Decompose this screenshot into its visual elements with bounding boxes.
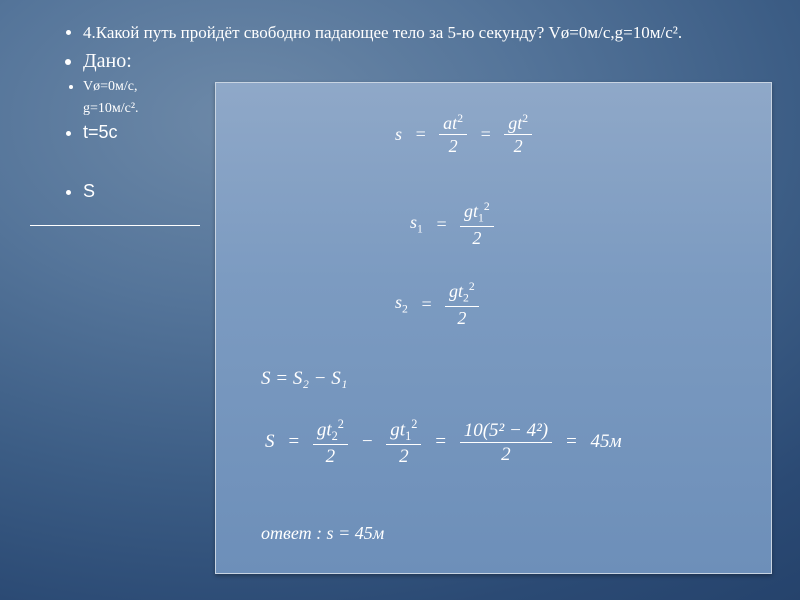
question-text: 4.Какой путь пройдёт свободно падающее т… xyxy=(83,22,765,43)
den-2fb: 2 xyxy=(386,445,421,466)
den-2fa: 2 xyxy=(313,445,348,466)
num-gt: gt xyxy=(508,113,522,133)
num-at: at xyxy=(443,113,457,133)
den-2a: 2 xyxy=(439,135,467,155)
num-gt2: gt xyxy=(449,281,463,301)
sym-s1: s xyxy=(410,212,417,232)
slide: 4.Какой путь пройдёт свободно падающее т… xyxy=(0,0,800,600)
num-gt1: gt xyxy=(464,201,478,221)
sup-1f: 2 xyxy=(411,417,417,431)
result-45: 45м xyxy=(590,431,621,453)
divider-line xyxy=(30,225,200,226)
den-s2: 2 xyxy=(445,307,479,327)
sym-S: S xyxy=(265,431,275,453)
sym-s: s xyxy=(395,124,402,145)
sub-2: 2 xyxy=(402,303,408,316)
sub-1: 1 xyxy=(417,223,423,236)
sup-s1: 2 xyxy=(484,200,490,213)
formula-s2: s2 = gt22 2 xyxy=(391,281,483,327)
tsub-1f: 1 xyxy=(405,429,411,443)
formula-s1: s1 = gt12 2 xyxy=(406,201,498,247)
tsub-2: 2 xyxy=(463,292,469,305)
given-heading: Дано: xyxy=(83,49,765,74)
sup-s2: 2 xyxy=(469,280,475,293)
sup-2b: 2 xyxy=(522,112,528,125)
answer-text: ответ : s = 45м xyxy=(261,523,384,544)
calc-num: 10(5² − 4²) xyxy=(460,421,552,443)
formula-diff: S = S₂ − S₁ xyxy=(261,368,347,390)
sym-s2: s xyxy=(395,292,402,312)
formula-final: S = gt22 2 − gt12 2 = 10(5² − 4²) 2 = 45… xyxy=(261,418,626,466)
formula-panel: s = at2 2 = gt2 2 s1 = gt12 2 s2 = gt xyxy=(215,82,772,574)
tsub-1: 1 xyxy=(478,212,484,225)
calc-den: 2 xyxy=(460,443,552,464)
den-s1: 2 xyxy=(460,227,494,247)
sup-2a: 2 xyxy=(457,112,463,125)
num-gt1f: gt xyxy=(390,419,405,440)
num-gt2f: gt xyxy=(317,419,332,440)
tsub-2f: 2 xyxy=(332,429,338,443)
sup-2f: 2 xyxy=(338,417,344,431)
den-2b: 2 xyxy=(504,135,532,155)
formula-s-general: s = at2 2 = gt2 2 xyxy=(391,113,536,155)
